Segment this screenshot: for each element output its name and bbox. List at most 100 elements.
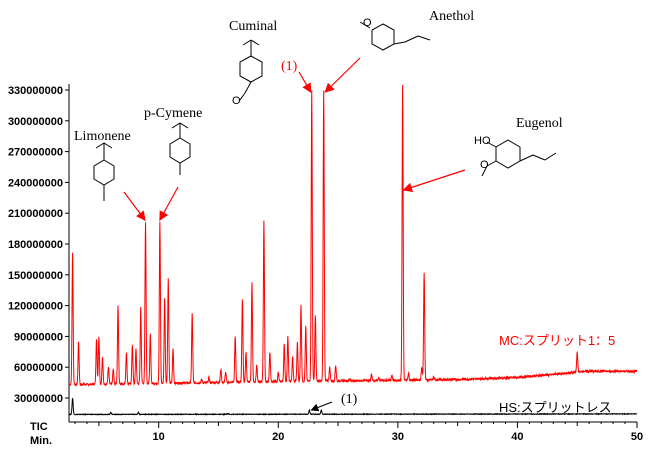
- trace-mc-peak: [201, 379, 202, 380]
- label-peak-1: (1): [281, 59, 298, 74]
- trace-hs-peak: [110, 412, 111, 413]
- trace-mc-peak: [145, 222, 146, 223]
- arrow-limonene: [123, 191, 146, 221]
- trace-mc-peak: [159, 222, 160, 223]
- trace-mc-peak: [364, 379, 365, 380]
- label-cuminal: Cuminal: [229, 19, 277, 34]
- trace-mc-peak: [117, 305, 118, 306]
- trace-hs-peak: [227, 413, 228, 414]
- trace-mc-peak: [402, 84, 403, 85]
- trace-mc-peak: [408, 373, 409, 374]
- trace-mc-peak: [300, 305, 301, 306]
- y-tick-label: 210000000: [8, 208, 63, 220]
- trace-mc-peak: [72, 252, 73, 253]
- trace-mc-peak: [433, 377, 434, 378]
- trace-mc-peak: [421, 367, 422, 368]
- trace-mc-peak: [424, 272, 425, 273]
- trace-mc-peak: [269, 351, 270, 352]
- y-tick-label: 120000000: [8, 301, 63, 313]
- structure-atom-o: O: [232, 95, 241, 107]
- trace-mc-peak: [98, 336, 99, 337]
- trace-mc-peak: [242, 298, 243, 299]
- x-tick-label: 40: [511, 431, 523, 443]
- trace-mc-line: [68, 84, 638, 388]
- arrow-hs-peak-1: [310, 401, 333, 412]
- trace-mc-peak: [172, 348, 173, 349]
- trace-mc-peak: [208, 377, 209, 378]
- trace-mc-peak: [251, 281, 252, 282]
- trace-hs-line: [68, 398, 638, 416]
- trace-mc-peak: [126, 351, 127, 352]
- trace-mc-peak: [132, 344, 133, 345]
- trace-hs-peak: [138, 412, 139, 413]
- arrow-peak-1: [298, 71, 312, 94]
- y-tick-label: 270000000: [8, 147, 63, 159]
- structure-eugenol: [481, 139, 557, 177]
- trace-mc-peak: [96, 338, 97, 339]
- arrow-p-cymene: [159, 186, 179, 222]
- trace-mc-peak: [378, 377, 379, 378]
- trace-mc-peak: [292, 356, 293, 357]
- trace-mc-peak: [284, 344, 285, 345]
- trace-mc-peak: [287, 336, 288, 337]
- trace-mc-peak: [263, 221, 264, 222]
- y-tick-label: 240000000: [8, 177, 63, 189]
- y-tick-label: 330000000: [8, 85, 63, 97]
- structure-atom-o: O: [363, 17, 372, 29]
- trace-mc-peak: [315, 315, 316, 316]
- trace-mc-peak: [225, 372, 226, 373]
- trace-mc-peak: [150, 334, 151, 335]
- trace-mc-peak: [278, 372, 279, 373]
- y-tick-label: 180000000: [8, 239, 63, 251]
- trace-mc-peak: [335, 365, 336, 366]
- y-axis-label: TIC: [30, 421, 48, 433]
- trace-mc-peak: [577, 351, 578, 352]
- x-tick-label: 30: [392, 431, 404, 443]
- structure-p-cymene: [169, 122, 191, 175]
- trace-mc-peak: [323, 89, 324, 90]
- trace-mc-peak: [113, 369, 114, 370]
- structure-limonene: [93, 142, 115, 201]
- structure-cuminal: [239, 39, 263, 101]
- x-tick-label: 10: [153, 431, 165, 443]
- trace-mc-peak: [164, 297, 165, 298]
- label-anethol: Anethol: [429, 9, 474, 24]
- trace-mc-peak: [168, 278, 169, 279]
- structure-atom-o: O: [480, 159, 489, 171]
- trace-mc-peak: [102, 356, 103, 357]
- trace-mc-peak: [349, 378, 350, 379]
- arrow-layer: [123, 57, 466, 412]
- trace-mc-peak: [235, 336, 236, 337]
- label-hs-peak-1: (1): [341, 392, 358, 407]
- trace-layer: [68, 84, 638, 416]
- label-p-cymene: p-Cymene: [144, 106, 202, 121]
- y-tick-label: 90000000: [14, 331, 63, 343]
- x-tick-label: 50: [631, 431, 643, 443]
- structure-atom-ho: HO: [474, 135, 491, 147]
- trace-mc-peak: [140, 307, 141, 308]
- trace-mc-peak: [192, 313, 193, 314]
- y-tick-label: 150000000: [8, 270, 63, 282]
- label-eugenol: Eugenol: [516, 116, 563, 131]
- trace-mc-peak: [311, 89, 312, 90]
- x-tick-label: 20: [272, 431, 284, 443]
- trace-mc-peak: [305, 326, 306, 327]
- label-limonene: Limonene: [74, 129, 131, 144]
- arrow-eugenol: [402, 169, 466, 192]
- trace-hs-peak: [309, 410, 310, 411]
- trace-mc-peak: [108, 367, 109, 368]
- arrow-anethol: [324, 57, 361, 93]
- trace-label-hs: HS:スプリットレス: [499, 400, 612, 415]
- trace-label-mc: MC:スプリット1：5: [499, 333, 615, 348]
- y-tick-label: 60000000: [14, 362, 63, 374]
- x-axis-label: Min.: [30, 435, 52, 447]
- trace-mc-peak: [256, 365, 257, 366]
- trace-mc-peak: [371, 374, 372, 375]
- trace-hs-peak: [321, 410, 322, 411]
- trace-mc-peak: [391, 375, 392, 376]
- y-tick-label: 300000000: [8, 116, 63, 128]
- trace-mc-peak: [135, 348, 136, 349]
- structure-anethol: [359, 21, 431, 51]
- trace-mc-peak: [297, 342, 298, 343]
